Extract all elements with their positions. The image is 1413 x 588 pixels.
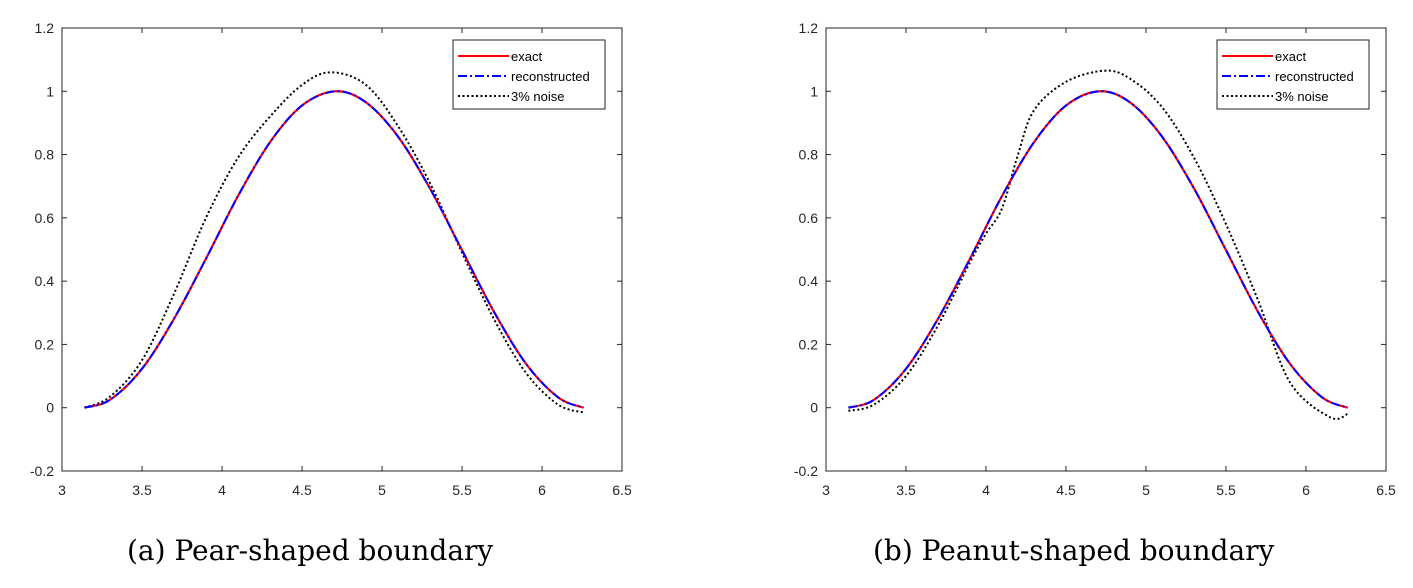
x-tick-label: 4 [982,482,990,498]
y-tick-label: 0 [46,400,54,416]
legend-label: 3% noise [511,89,564,104]
x-tick-label: 3 [822,482,830,498]
y-tick-label: 0.6 [35,210,55,226]
x-tick-label: 6.5 [612,482,632,498]
legend: exact reconstructed 3% noise [1216,39,1370,110]
x-tick-label: 6.5 [1376,482,1396,498]
x-tick-label: 4.5 [292,482,312,498]
y-tick-label: 0 [810,400,818,416]
legend-label: exact [1275,49,1306,64]
legend-label: 3% noise [1275,89,1328,104]
x-tick-label: 5.5 [1216,482,1236,498]
x-tick-label: 4 [218,482,226,498]
series-exact [848,90,1349,409]
y-tick-label: 1.2 [35,20,55,36]
legend-box [452,39,606,110]
y-tick-label: -0.2 [794,463,818,479]
y-tick-label: 0.2 [35,336,55,352]
x-tick-label: 6 [1302,482,1310,498]
y-tick-label: -0.2 [30,463,54,479]
x-tick-label: 5.5 [452,482,472,498]
y-tick-label: 0.4 [35,273,55,289]
x-tick-label: 5 [378,482,386,498]
legend-box [1216,39,1370,110]
x-tick-label: 5 [1142,482,1150,498]
series-exact [84,90,585,409]
y-tick-label: 0.4 [799,273,819,289]
chart-panel-b: 3 3.5 4 4.5 5 5.5 6 6.5 -0.2 0 0.2 0.4 0.6 0.8 1 1.2 exa… [794,20,1396,498]
y-tick-label: 0.6 [799,210,819,226]
legend-label: exact [511,49,542,64]
series-3-noise [84,71,584,414]
caption-a: (a) Pear-shaped boundary [127,534,494,567]
y-tick-label: 0.8 [799,147,819,163]
y-tick-label: 1.2 [799,20,819,36]
x-tick-label: 4.5 [1056,482,1076,498]
legend-label: reconstructed [511,69,590,84]
legend-label: reconstructed [1275,69,1354,84]
chart-panel-a: 3 3.5 4 4.5 5 5.5 6 6.5 -0.2 0 0.2 0.4 0.6 0.8 1 1.2 exa… [30,20,632,498]
legend: exact reconstructed 3% noise [452,39,606,110]
series-3-noise [848,69,1348,421]
y-tick-label: 1 [46,83,54,99]
y-tick-label: 1 [810,83,818,99]
x-tick-label: 3.5 [896,482,916,498]
x-tick-label: 3.5 [132,482,152,498]
x-tick-label: 6 [538,482,546,498]
x-tick-label: 3 [58,482,66,498]
caption-b: (b) Peanut-shaped boundary [873,534,1275,567]
y-tick-label: 0.8 [35,147,55,163]
y-tick-label: 0.2 [799,336,819,352]
